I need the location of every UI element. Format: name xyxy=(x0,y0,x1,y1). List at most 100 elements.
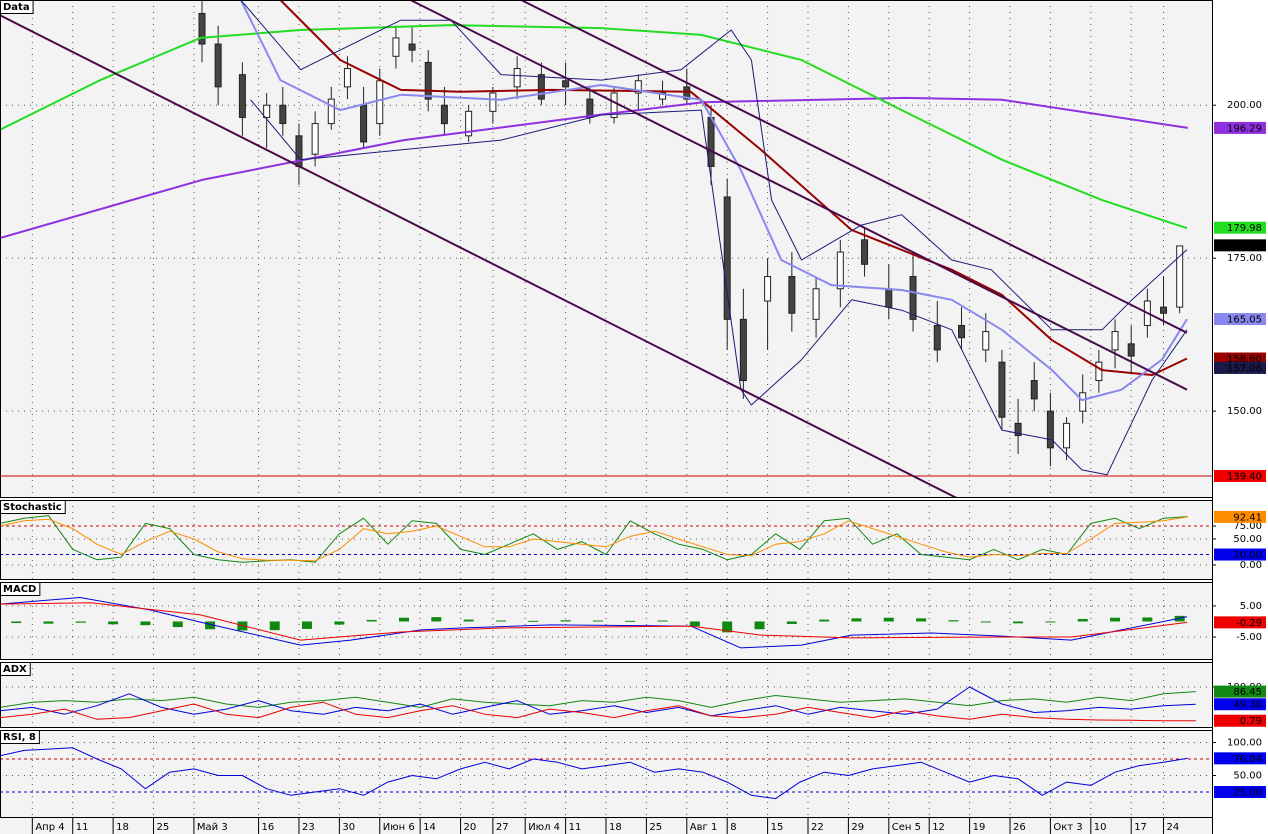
x-tick-label: 17 xyxy=(1134,822,1147,833)
candle-body xyxy=(1095,361,1103,382)
x-tick-label: 14 xyxy=(423,822,436,833)
value-tag-label: 20.00 xyxy=(1233,550,1262,561)
candle-body xyxy=(513,68,521,88)
candle-body xyxy=(562,80,570,88)
candle-body xyxy=(958,324,966,339)
value-tag xyxy=(1214,352,1266,365)
candle-body xyxy=(723,196,731,320)
candle-body xyxy=(440,104,448,125)
x-tick-label: Авг 1 xyxy=(690,822,718,833)
panel-plot xyxy=(0,500,1212,580)
panel-title: Data xyxy=(3,2,30,13)
value-tag-label: 76.04 xyxy=(1233,754,1262,765)
x-tick-label: 16 xyxy=(262,822,275,833)
indicator-line xyxy=(0,686,1196,717)
candle-body xyxy=(739,318,747,382)
y-tick-label: -5.00 xyxy=(1236,632,1262,643)
histogram-bar xyxy=(916,618,927,622)
overlay-line xyxy=(0,96,1188,239)
histogram-bar xyxy=(657,620,668,622)
value-tag xyxy=(1214,239,1266,252)
value-tag-label: 139.40 xyxy=(1227,471,1262,482)
value-tag-label: 92.41 xyxy=(1233,512,1262,523)
value-tag-label: 165.05 xyxy=(1227,315,1262,326)
panel-title-box xyxy=(0,500,66,514)
value-tag-label: 157.06 xyxy=(1227,363,1262,374)
panel-background xyxy=(0,730,1212,818)
panel-title-box xyxy=(0,582,41,596)
value-tag-label: 0.79 xyxy=(1240,716,1262,727)
histogram-bar xyxy=(980,621,991,623)
panel-title: ADX xyxy=(3,664,27,675)
overlay-line xyxy=(239,0,1188,402)
candle-body xyxy=(788,276,796,314)
candle-body xyxy=(1160,306,1168,314)
x-tick-label: 11 xyxy=(76,822,89,833)
value-tag xyxy=(1214,548,1266,561)
candle-body xyxy=(360,104,368,143)
x-tick-label: 18 xyxy=(609,822,622,833)
histogram-bar xyxy=(819,619,830,622)
value-tag xyxy=(1214,121,1266,134)
y-tick-label: 5.00 xyxy=(1240,601,1262,612)
candle-body xyxy=(909,276,917,320)
y-tick-label: 0.00 xyxy=(1240,560,1262,571)
y-tick-label: 200.00 xyxy=(1227,100,1262,111)
x-tick-label: 23 xyxy=(302,822,315,833)
candle-body xyxy=(610,92,618,118)
x-tick-label: 25 xyxy=(649,822,662,833)
value-tag xyxy=(1214,510,1266,523)
candle-body xyxy=(885,288,893,308)
panel-plot xyxy=(0,582,1212,660)
value-tag xyxy=(1214,752,1266,765)
panel-plot xyxy=(0,0,1212,498)
x-tick-label: 24 xyxy=(1167,822,1180,833)
indicator-line xyxy=(0,701,1196,722)
candle-body xyxy=(392,37,400,57)
value-tag xyxy=(1214,221,1266,234)
candle-body xyxy=(376,80,384,125)
value-tag-label: 49.30 xyxy=(1233,700,1262,711)
x-tick-label: 15 xyxy=(771,822,784,833)
histogram-bar xyxy=(172,621,183,628)
overlay-line xyxy=(279,0,1188,376)
histogram-bar xyxy=(140,621,151,626)
histogram-bar xyxy=(11,621,22,624)
histogram-bar xyxy=(528,620,539,622)
panel-title-box xyxy=(0,662,31,676)
candle-body xyxy=(408,43,416,51)
x-tick-label: 12 xyxy=(932,822,945,833)
value-tag-label: -0.29 xyxy=(1236,618,1262,629)
candle-body xyxy=(465,110,473,137)
panel-title: RSI, 8 xyxy=(3,732,36,743)
candle-body xyxy=(1127,343,1135,357)
value-tag-label: 158.60 xyxy=(1227,354,1262,365)
candle-body xyxy=(586,98,594,118)
histogram-bar xyxy=(948,620,959,622)
histogram-bar xyxy=(1013,621,1024,624)
x-tick-label: 18 xyxy=(116,822,129,833)
histogram-bar xyxy=(302,621,313,629)
panel-plot xyxy=(0,662,1212,728)
overlay-line xyxy=(520,0,1188,334)
value-tag xyxy=(1214,786,1266,799)
panel-title-box xyxy=(0,730,40,744)
candle-body xyxy=(537,74,545,100)
histogram-bar xyxy=(43,621,54,624)
histogram-bar xyxy=(108,621,119,625)
x-tick-label: 26 xyxy=(1013,822,1026,833)
value-tag xyxy=(1214,313,1266,326)
panel-title-box xyxy=(0,0,34,14)
overlay-line xyxy=(0,14,958,498)
x-tick-label: 10 xyxy=(1094,822,1107,833)
histogram-bar xyxy=(851,618,862,622)
candle-body xyxy=(933,324,941,351)
candle-body xyxy=(836,251,844,290)
value-tag xyxy=(1214,698,1266,711)
indicator-line xyxy=(0,516,1188,562)
x-tick-label: 19 xyxy=(973,822,986,833)
y-tick-label: 75.00 xyxy=(1233,521,1262,532)
x-tick-label: Июн 6 xyxy=(383,822,415,833)
histogram-bar xyxy=(754,621,765,630)
value-tag xyxy=(1214,616,1266,629)
